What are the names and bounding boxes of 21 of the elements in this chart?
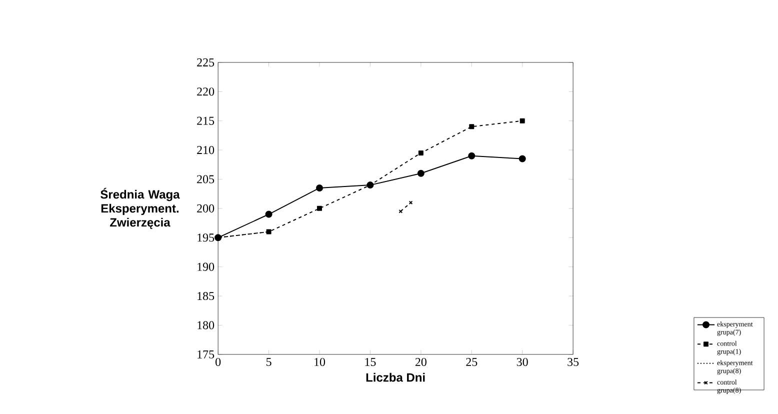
x-axis-title: Liczba Dni — [366, 372, 425, 382]
y-tick-label: 180 — [198, 321, 214, 330]
y-tick-label: 210 — [197, 146, 214, 154]
x-tick-label: 5 — [266, 358, 272, 366]
x-tick-label: 20 — [415, 358, 426, 366]
x-tick-label: 25 — [466, 358, 478, 366]
x-tick-label: 35 — [568, 358, 579, 366]
y-tick-label: 175 — [198, 350, 214, 358]
y-tick-label: 225 — [197, 58, 214, 66]
y-tick-label: 185 — [198, 292, 214, 300]
x-tick-label: 15 — [365, 358, 376, 366]
y-tick-label: 215 — [197, 116, 214, 125]
y-tick-label: 200 — [197, 204, 214, 212]
y-axis-title: Średnia Waga Eksperyment. Zwierzęcia — [100, 188, 180, 229]
y-tick-label: 220 — [197, 88, 214, 96]
x-tick-label: 0 — [216, 358, 221, 366]
y-tick-label: 195 — [198, 234, 214, 242]
y-tick-label: 205 — [197, 175, 214, 184]
x-tick-label: 30 — [516, 358, 528, 366]
x-tick-label: 10 — [314, 358, 326, 366]
y-tick-label: 190 — [198, 262, 214, 271]
